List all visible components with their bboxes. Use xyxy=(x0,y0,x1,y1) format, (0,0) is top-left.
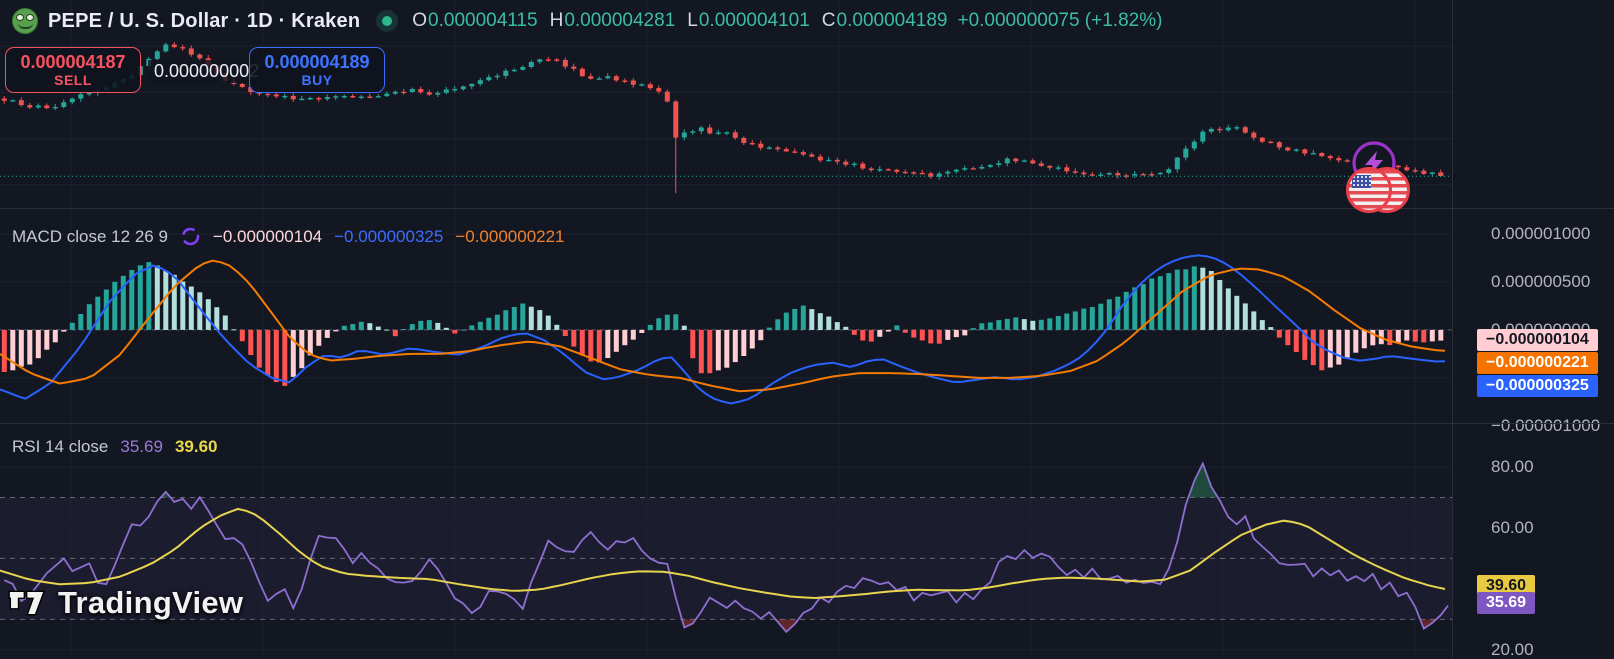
macd-line-value: −0.000000325 xyxy=(334,226,444,246)
sell-price: 0.000004187 xyxy=(20,51,126,72)
rsi-axis-label-1: 60.00 xyxy=(1491,518,1534,537)
tradingview-logo-icon xyxy=(8,590,46,616)
tradingview-watermark[interactable]: TradingView xyxy=(8,585,243,621)
price-pane xyxy=(0,0,1452,208)
rsi-ma-line xyxy=(0,507,1446,600)
low-value: 0.000004101 xyxy=(698,10,810,31)
rsi-value: 35.69 xyxy=(120,437,163,456)
macd-histogram-value: −0.000000104 xyxy=(212,226,323,246)
macd-pane xyxy=(0,210,1452,422)
macd-signal-line xyxy=(0,259,1446,393)
market-status-icon xyxy=(376,10,399,32)
buy-label: BUY xyxy=(301,72,333,89)
rsi-title[interactable]: RSI 14 close xyxy=(12,437,109,456)
rsi-axis-badge-0: 39.60 xyxy=(1477,575,1536,597)
open-label: O xyxy=(412,10,428,31)
macd-header: MACD close 12 26 9 −0.000000104 −0.00000… xyxy=(12,226,565,247)
buy-price: 0.000004189 xyxy=(264,51,370,72)
macd-axis-badge-1: −0.000000221 xyxy=(1477,352,1598,374)
price-change: +0.000000075 (+1.82%) xyxy=(957,10,1163,31)
rsi-axis-label-2: 20.00 xyxy=(1491,640,1534,659)
macd-chart-canvas[interactable] xyxy=(0,210,1452,422)
sell-label: SELL xyxy=(54,72,92,89)
rsi-axis-badge-1: 35.69 xyxy=(1477,592,1536,614)
open-value: 0.000004115 xyxy=(428,10,538,31)
price-scale-gutter[interactable]: 0.0000010000.0000005000.000000000−0.0000… xyxy=(1452,0,1614,659)
high-value: 0.000004281 xyxy=(564,10,676,31)
candles-layer xyxy=(1,42,1444,194)
close-value: 0.000004189 xyxy=(836,10,948,31)
macd-signal-value: −0.000000221 xyxy=(455,226,565,246)
symbol-title[interactable]: PEPE / U. S. Dollar · 1D · Kraken xyxy=(48,9,361,32)
spread-value: 0.000000002 xyxy=(148,60,266,83)
us-flag-icon xyxy=(1346,167,1392,213)
rsi-chart-canvas[interactable] xyxy=(0,424,1452,659)
macd-axis-label-1: 0.000000500 xyxy=(1491,272,1591,291)
macd-histogram-layer xyxy=(1,262,1444,386)
macd-title[interactable]: MACD close 12 26 9 xyxy=(12,226,168,246)
macd-loading-icon xyxy=(180,226,201,247)
rsi-ma-value: 39.60 xyxy=(174,437,218,456)
macd-axis-label-0: 0.000001000 xyxy=(1491,224,1591,243)
buy-button[interactable]: 0.000004189 BUY xyxy=(249,47,385,93)
low-label: L xyxy=(687,10,698,31)
economic-event-flag-icon[interactable] xyxy=(1346,167,1412,217)
macd-line xyxy=(0,254,1446,405)
macd-axis-badge-2: −0.000000325 xyxy=(1477,375,1598,397)
rsi-line xyxy=(3,461,1449,634)
rsi-pane xyxy=(0,424,1452,659)
sell-button[interactable]: 0.000004187 SELL xyxy=(5,47,141,93)
watermark-text: TradingView xyxy=(58,585,244,620)
rsi-header: RSI 14 close 35.69 39.60 xyxy=(12,437,217,457)
macd-axis-label-3: −0.000001000 xyxy=(1491,416,1601,435)
pane-resize-handle-2[interactable] xyxy=(0,423,1614,424)
symbol-header: PEPE / U. S. Dollar · 1D · Kraken O 0.000… xyxy=(12,8,1162,34)
ohlc-values: O 0.000004115 H 0.000004281 L 0.000004101 C… xyxy=(412,10,947,32)
high-label: H xyxy=(549,10,564,31)
order-panel: 0.000004187 SELL 0.000004189 BUY xyxy=(5,47,385,93)
pepe-logo-icon xyxy=(12,8,38,34)
close-label: C xyxy=(821,10,836,31)
pane-resize-handle[interactable] xyxy=(0,208,1614,209)
rsi-axis-label-0: 80.00 xyxy=(1491,457,1534,476)
flag-canton xyxy=(1352,175,1371,188)
price-chart-canvas[interactable] xyxy=(0,0,1452,208)
macd-axis-badge-0: −0.000000104 xyxy=(1477,329,1598,351)
